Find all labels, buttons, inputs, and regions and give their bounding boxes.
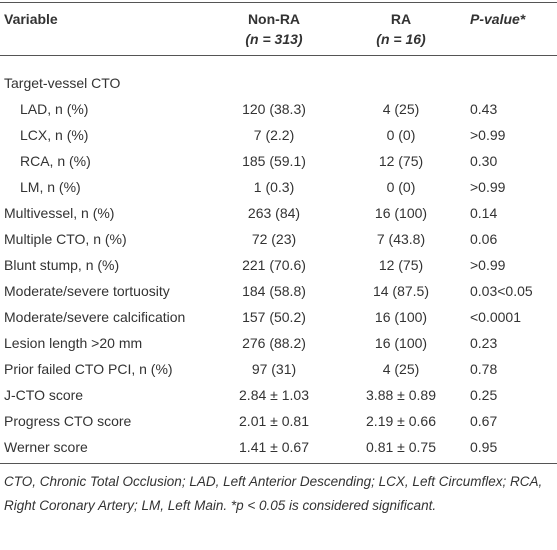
table-cell: 221 (70.6) bbox=[242, 257, 306, 273]
table-cell: 7 (43.8) bbox=[376, 231, 426, 247]
table-cell: 0.03<0.05 bbox=[470, 283, 533, 299]
table-cell: 184 (58.8) bbox=[242, 283, 306, 299]
table-cell: Lesion length >20 mm bbox=[4, 335, 143, 351]
footnote: CTO, Chronic Total Occlusion; LAD, Left … bbox=[4, 474, 543, 513]
table-row: J-CTO score 2.84 ± 1.03 3.88 ± 0.89 0.25 bbox=[0, 382, 557, 408]
table-cell: 97 (31) bbox=[251, 361, 297, 377]
table-cell: LCX, n (%) bbox=[20, 127, 89, 143]
table-cell: >0.99 bbox=[470, 257, 506, 273]
table-body: Target-vessel CTO LAD, n (%) 120 (38.3) 4 (… bbox=[0, 56, 557, 464]
table-cell: 7 (2.2) bbox=[253, 127, 295, 143]
table-cell bbox=[336, 56, 466, 97]
table-cell: Moderate/severe calcification bbox=[4, 309, 186, 325]
table-cell: Werner score bbox=[0, 434, 212, 464]
table-cell: 0.43 bbox=[470, 101, 498, 117]
table-cell bbox=[466, 56, 557, 97]
table-row: RCA, n (%) 185 (59.1) 12 (75) 0.30 bbox=[0, 148, 557, 174]
table-cell: 3.88 ± 0.89 bbox=[366, 387, 436, 403]
table-row: LM, n (%) 1 (0.3) 0 (0) >0.99 bbox=[0, 174, 557, 200]
table-cell: 16 (100) bbox=[374, 335, 428, 351]
table-row: Multivessel, n (%) 263 (84) 16 (100) 0.14 bbox=[0, 200, 557, 226]
table-row: Moderate/severe tortuosity 184 (58.8) 14 (… bbox=[0, 278, 557, 304]
table-cell: >0.99 bbox=[470, 179, 506, 195]
table-cell: Multivessel, n (%) bbox=[4, 205, 115, 221]
table-cell: Multiple CTO, n (%) bbox=[4, 231, 127, 247]
table-cell: <0.0001 bbox=[470, 309, 521, 325]
table-cell: 16 (100) bbox=[374, 205, 428, 221]
table-row: Target-vessel CTO bbox=[0, 56, 557, 97]
table-cell: Prior failed CTO PCI, n (%) bbox=[4, 361, 173, 377]
table-cell: 0.30 bbox=[470, 153, 498, 169]
table-cell: 2.01 ± 0.81 bbox=[239, 413, 309, 429]
table-cell: 120 (38.3) bbox=[242, 101, 306, 117]
table-cell: 0 (0) bbox=[386, 127, 416, 143]
table-cell: Progress CTO score bbox=[4, 413, 132, 429]
header-cell: Variable bbox=[0, 2, 212, 56]
table-row: Prior failed CTO PCI, n (%) 97 (31) 4 (25)… bbox=[0, 356, 557, 382]
table-cell: RCA, n (%) bbox=[20, 153, 91, 169]
table-cell: 185 (59.1) bbox=[242, 153, 306, 169]
table-cell: 0.23 bbox=[470, 335, 498, 351]
table-cell: 16 (100) bbox=[374, 309, 428, 325]
table-cell bbox=[212, 56, 336, 97]
header-text: (n = 313) bbox=[245, 31, 303, 47]
table-cell: 0.67 bbox=[470, 413, 498, 429]
table-cell: 4 (25) bbox=[382, 361, 420, 377]
table-row: Moderate/severe calcification 157 (50.2) 1… bbox=[0, 304, 557, 330]
header-text: P-value* bbox=[470, 11, 526, 27]
table-row: Werner score 1.41 ± 0.67 0.81 ± 0.75 0.95 bbox=[0, 434, 557, 464]
table-cell: Blunt stump, n (%) bbox=[4, 257, 120, 273]
table-row: Progress CTO score 2.01 ± 0.81 2.19 ± 0.66… bbox=[0, 408, 557, 434]
table-row: Lesion length >20 mm 276 (88.2) 16 (100) 0.… bbox=[0, 330, 557, 356]
table-cell: 72 (23) bbox=[251, 231, 297, 247]
table-cell: LAD, n (%) bbox=[20, 101, 89, 117]
table-cell: 157 (50.2) bbox=[242, 309, 306, 325]
header-text: (n = 16) bbox=[376, 31, 426, 47]
table-cell: 0.78 bbox=[470, 361, 498, 377]
data-table: Variable Non-RA (n = 313) RA (n = 16) P-va… bbox=[0, 2, 557, 464]
header-cell: P-value* bbox=[466, 2, 557, 56]
table-row: LAD, n (%) 120 (38.3) 4 (25) 0.43 bbox=[0, 96, 557, 122]
table-cell: 0.06 bbox=[470, 231, 498, 247]
table-row: Blunt stump, n (%) 221 (70.6) 12 (75) >0.99 bbox=[0, 252, 557, 278]
table-cell: 0.95 bbox=[466, 434, 557, 464]
header-text: Non-RA bbox=[247, 11, 301, 27]
table-cell: 0.81 ± 0.75 bbox=[336, 434, 466, 464]
table-cell: 2.19 ± 0.66 bbox=[366, 413, 436, 429]
table-cell: Moderate/severe tortuosity bbox=[4, 283, 170, 299]
table-cell: 2.84 ± 1.03 bbox=[239, 387, 309, 403]
table-cell: 263 (84) bbox=[247, 205, 301, 221]
header-cell: RA (n = 16) bbox=[336, 2, 466, 56]
header-row: Variable Non-RA (n = 313) RA (n = 16) P-va… bbox=[0, 2, 557, 56]
table-cell: 0.14 bbox=[470, 205, 498, 221]
table-cell: 12 (75) bbox=[378, 153, 424, 169]
table-cell: 12 (75) bbox=[378, 257, 424, 273]
table-row: Multiple CTO, n (%) 72 (23) 7 (43.8) 0.06 bbox=[0, 226, 557, 252]
table-cell: 1.41 ± 0.67 bbox=[212, 434, 336, 464]
header-cell: Non-RA (n = 313) bbox=[212, 2, 336, 56]
table-cell: 1 (0.3) bbox=[253, 179, 295, 195]
table-cell: 14 (87.5) bbox=[372, 283, 430, 299]
table-cell: >0.99 bbox=[470, 127, 506, 143]
table-cell: 276 (88.2) bbox=[242, 335, 306, 351]
table-row: LCX, n (%) 7 (2.2) 0 (0) >0.99 bbox=[0, 122, 557, 148]
table-cell: J-CTO score bbox=[4, 387, 84, 403]
table-cell: 4 (25) bbox=[382, 101, 420, 117]
table-cell: LM, n (%) bbox=[20, 179, 81, 195]
table-cell: Target-vessel CTO bbox=[4, 75, 121, 91]
header-text: RA bbox=[390, 11, 412, 27]
table-cell: 0 (0) bbox=[386, 179, 416, 195]
table-cell: 0.25 bbox=[470, 387, 498, 403]
